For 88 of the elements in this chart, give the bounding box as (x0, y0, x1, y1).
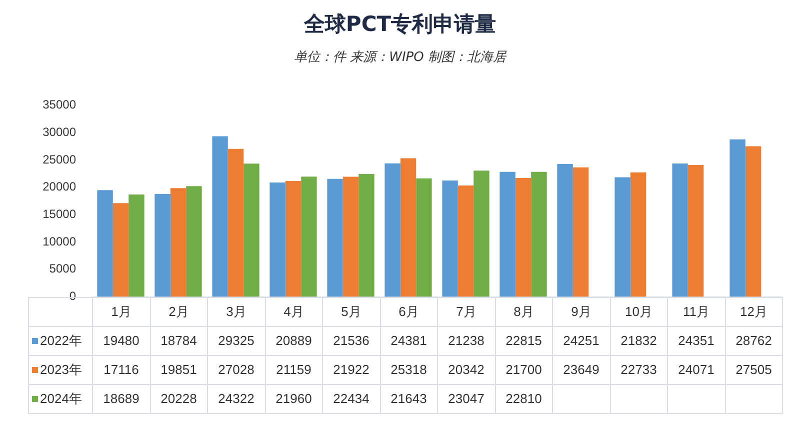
x-tick-label: 5月 (322, 297, 380, 326)
data-label: 24071 (668, 355, 725, 384)
bar (244, 164, 260, 297)
data-label: 25318 (380, 355, 438, 384)
data-label: 20228 (150, 384, 208, 414)
data-label: 21960 (265, 384, 322, 414)
y-tick-label: 5000 (49, 262, 76, 276)
bar (672, 163, 688, 297)
data-label: 21536 (322, 326, 380, 356)
data-label: 18784 (150, 326, 208, 356)
x-tick-label: 10月 (610, 297, 668, 326)
bar (128, 194, 144, 297)
y-tick-label: 30000 (42, 124, 76, 139)
x-tick-label: 1月 (92, 297, 150, 326)
x-tick-label: 4月 (265, 297, 322, 326)
bar (301, 176, 317, 297)
bar (557, 164, 573, 297)
data-label: 20342 (438, 355, 495, 384)
data-label: 24381 (380, 326, 438, 356)
legend-label: 2022年 (28, 326, 92, 356)
bar (531, 172, 547, 297)
data-label: 21832 (610, 326, 668, 356)
legend-label: 2024年 (28, 384, 92, 414)
bar (285, 180, 302, 297)
data-label: 21922 (322, 355, 380, 384)
legend-label: 2023年 (28, 355, 92, 384)
bar (358, 174, 374, 297)
data-label: 22434 (322, 384, 380, 414)
data-label: 27028 (208, 355, 265, 384)
x-tick-label: 7月 (438, 297, 495, 326)
data-label: 27505 (725, 355, 782, 384)
x-tick-label: 12月 (725, 297, 782, 326)
data-label: 24351 (668, 326, 725, 356)
y-tick-label: 15000 (42, 207, 76, 221)
data-label: 22815 (495, 326, 552, 356)
bar (416, 178, 432, 297)
bar (112, 203, 129, 297)
data-label: 22733 (610, 355, 668, 384)
bar (384, 163, 400, 297)
bar (186, 186, 202, 297)
data-label: 19480 (92, 326, 150, 356)
bar (97, 190, 113, 297)
y-tick-label: 25000 (42, 152, 76, 166)
x-tick-label: 2月 (150, 297, 208, 326)
bar (170, 188, 186, 297)
bar (515, 178, 532, 297)
data-label: 28762 (725, 326, 782, 356)
bar (500, 172, 516, 297)
bar (212, 136, 228, 297)
bar (270, 182, 286, 297)
chart-title: 全球PCT专利申请量 (302, 11, 498, 38)
data-label: 21238 (438, 326, 495, 356)
data-label: 19851 (150, 355, 208, 384)
bar (442, 180, 458, 297)
data-label: 20889 (265, 326, 322, 356)
bar (400, 158, 416, 297)
bar (458, 185, 474, 297)
y-tick-label: 35000 (42, 98, 76, 112)
y-tick-label: 10000 (42, 234, 76, 248)
data-label: 22810 (495, 384, 552, 414)
bar (572, 167, 589, 297)
data-label: 18689 (92, 384, 150, 414)
y-tick-label: 20000 (42, 180, 76, 194)
data-label: 21700 (495, 355, 552, 384)
bar (630, 172, 646, 297)
x-tick-label: 3月 (208, 297, 265, 326)
x-tick-label: 9月 (552, 297, 610, 326)
x-tick-label: 11月 (668, 297, 725, 326)
data-label: 21159 (265, 355, 322, 384)
bar (688, 165, 704, 297)
bar (745, 146, 762, 297)
x-tick-label: 6月 (380, 297, 438, 326)
data-label: 24251 (552, 326, 610, 356)
bar (614, 177, 630, 297)
bar (474, 170, 490, 297)
data-label: 24322 (208, 384, 265, 414)
chart-subtitle: 单位：件 来源：WIPO 制图：北海居 (292, 49, 508, 66)
bar (228, 148, 244, 297)
bar (342, 176, 359, 297)
bar (327, 178, 343, 297)
data-label: 23047 (438, 384, 495, 414)
x-tick-label: 8月 (495, 297, 552, 326)
data-label: 17116 (92, 355, 150, 384)
bar (154, 194, 170, 297)
bar (730, 139, 746, 297)
data-label: 23649 (552, 355, 610, 384)
data-label: 29325 (208, 326, 265, 356)
data-label: 21643 (380, 384, 438, 414)
